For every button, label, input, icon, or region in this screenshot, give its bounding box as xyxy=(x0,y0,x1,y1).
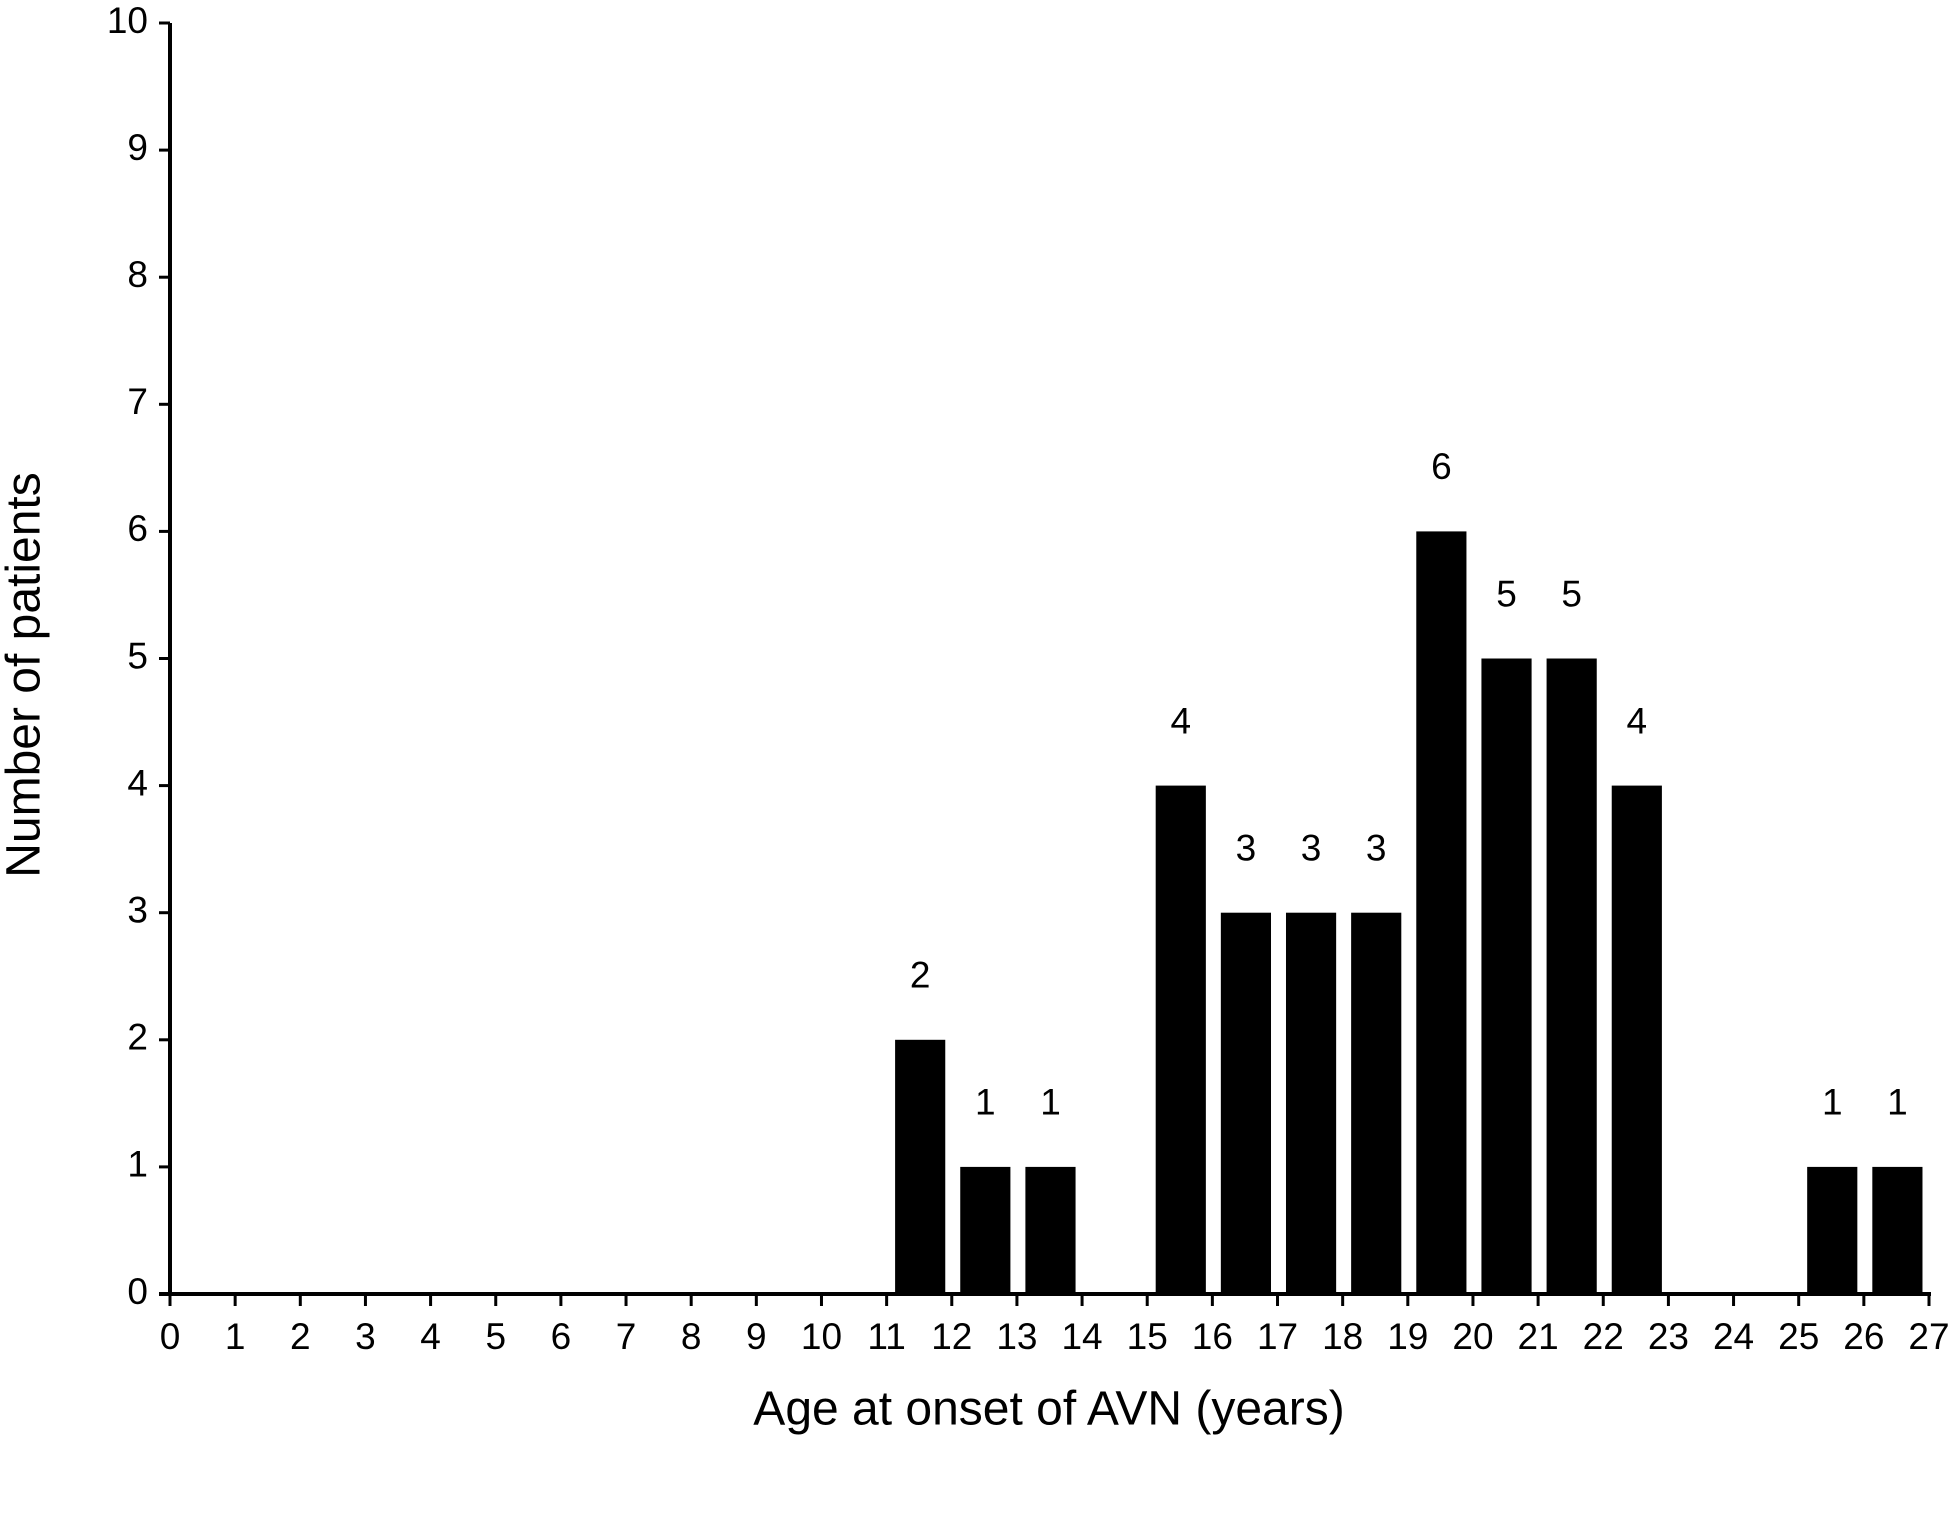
x-tick-label: 21 xyxy=(1518,1316,1559,1357)
bar xyxy=(1416,531,1467,1294)
x-tick-label: 22 xyxy=(1583,1316,1624,1357)
value-label: 3 xyxy=(1236,827,1257,868)
bar xyxy=(1872,1166,1923,1294)
x-tick-label: 6 xyxy=(551,1316,572,1357)
y-tick-label: 7 xyxy=(127,381,148,422)
y-tick-label: 3 xyxy=(127,889,148,930)
y-tick-label: 6 xyxy=(127,508,148,549)
value-label: 2 xyxy=(910,955,931,996)
value-label: 6 xyxy=(1431,446,1452,487)
x-tick-label: 9 xyxy=(746,1316,767,1357)
x-tick-label: 14 xyxy=(1061,1316,1102,1357)
x-tick-label: 11 xyxy=(867,1316,905,1357)
bar xyxy=(1481,658,1532,1294)
x-tick-label: 2 xyxy=(290,1316,311,1357)
value-label: 3 xyxy=(1366,827,1387,868)
x-tick-label: 12 xyxy=(931,1316,972,1357)
x-tick-label: 16 xyxy=(1192,1316,1233,1357)
x-tick-label: 23 xyxy=(1648,1316,1689,1357)
value-label: 5 xyxy=(1561,573,1582,614)
x-tick-label: 1 xyxy=(225,1316,246,1357)
bar xyxy=(895,1039,946,1294)
bar xyxy=(1220,912,1272,1294)
y-axis-label: Number of patients xyxy=(0,472,51,878)
x-axis-label: Age at onset of AVN (years) xyxy=(753,1383,1344,1436)
y-tick-label: 4 xyxy=(127,762,148,803)
y-tick-label: 9 xyxy=(127,127,148,168)
y-tick-label: 10 xyxy=(107,0,148,41)
value-label: 1 xyxy=(975,1082,996,1123)
x-tick-label: 27 xyxy=(1908,1316,1949,1357)
x-tick-label: 15 xyxy=(1127,1316,1168,1357)
x-tick-label: 5 xyxy=(485,1316,506,1357)
bar xyxy=(1351,912,1402,1294)
x-tick-label: 26 xyxy=(1843,1316,1884,1357)
bar xyxy=(1546,658,1597,1294)
bar xyxy=(960,1166,1011,1294)
value-label: 1 xyxy=(1822,1082,1843,1123)
bar xyxy=(1611,785,1662,1294)
value-label: 3 xyxy=(1301,827,1322,868)
y-tick-label: 0 xyxy=(127,1271,148,1312)
x-tick-label: 25 xyxy=(1778,1316,1819,1357)
value-label: 5 xyxy=(1496,573,1517,614)
bar xyxy=(1025,1166,1076,1294)
bar xyxy=(1285,912,1337,1294)
value-label: 4 xyxy=(1627,700,1648,741)
x-tick-label: 19 xyxy=(1387,1316,1428,1357)
y-tick-label: 5 xyxy=(127,635,148,676)
x-tick-label: 20 xyxy=(1452,1316,1493,1357)
value-label: 1 xyxy=(1040,1082,1061,1123)
x-tick-label: 0 xyxy=(160,1316,181,1357)
value-label: 1 xyxy=(1887,1082,1908,1123)
value-label: 4 xyxy=(1170,700,1191,741)
x-tick-label: 18 xyxy=(1322,1316,1363,1357)
y-tick-label: 8 xyxy=(127,254,148,295)
bar xyxy=(1155,785,1206,1294)
x-tick-label: 10 xyxy=(801,1316,842,1357)
x-tick-label: 3 xyxy=(355,1316,376,1357)
x-tick-label: 7 xyxy=(616,1316,637,1357)
x-tick-label: 8 xyxy=(681,1316,702,1357)
x-tick-label: 13 xyxy=(996,1316,1037,1357)
x-tick-label: 4 xyxy=(420,1316,441,1357)
y-tick-label: 1 xyxy=(127,1144,148,1185)
bar xyxy=(1807,1166,1858,1294)
y-tick-label: 2 xyxy=(127,1017,148,1058)
x-tick-label: 17 xyxy=(1257,1316,1298,1357)
x-tick-label: 24 xyxy=(1713,1316,1754,1357)
